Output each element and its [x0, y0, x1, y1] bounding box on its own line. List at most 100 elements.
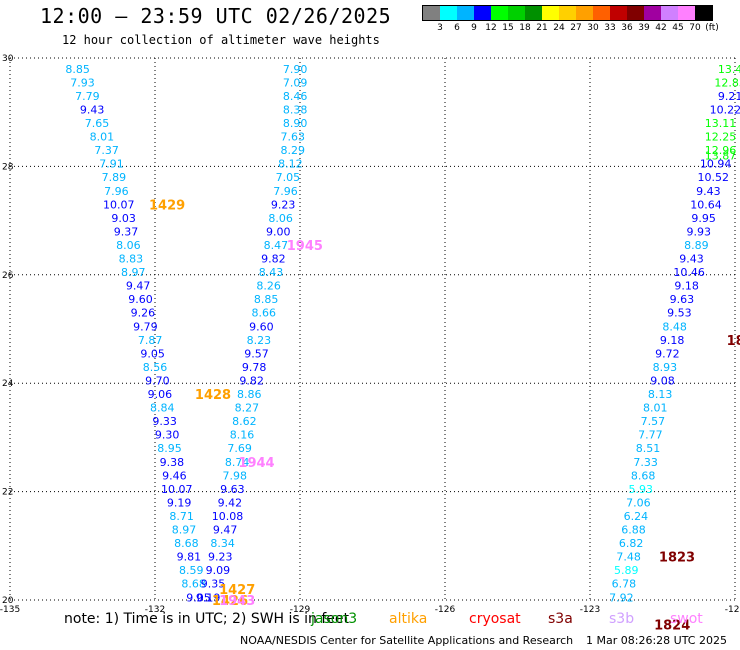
color-swatch: [678, 6, 695, 20]
swh-value: 8.85: [65, 63, 90, 76]
swh-value: 7.96: [273, 185, 298, 198]
swh-value: 9.26: [131, 307, 156, 320]
legend-item-cryosat: cryosat: [469, 611, 521, 627]
swh-value: 9.79: [133, 320, 158, 333]
swh-value: 7.93: [70, 76, 95, 89]
swh-value: 8.23: [247, 334, 272, 347]
color-scale-label: 42: [655, 23, 667, 33]
color-swatch: [423, 6, 440, 20]
color-scale-label: 15: [502, 23, 514, 33]
color-swatch: [508, 6, 525, 20]
swh-value: 7.05: [276, 171, 301, 184]
swh-value: 8.71: [169, 510, 194, 523]
x-tick-label: -132: [145, 605, 165, 615]
generation-timestamp: 1 Mar 08:26:28 UTC 2025: [586, 634, 727, 647]
swh-value: 7.37: [94, 144, 119, 157]
swh-value: 9.05: [186, 591, 211, 604]
swh-value: 12.83: [714, 76, 740, 89]
swh-value: 9.43: [80, 103, 105, 116]
swh-value: 8.85: [254, 293, 279, 306]
color-swatch: [491, 6, 508, 20]
footer-note: note: 1) Time is in UTC; 2) SWH is in fe…: [64, 611, 350, 627]
swh-value: 7.90: [283, 63, 308, 76]
swh-value: 9.19: [167, 496, 192, 509]
credit-line: NOAA/NESDIS Center for Satellite Applica…: [240, 634, 574, 647]
swh-value: 5.93: [629, 483, 654, 496]
swh-value: 9.57: [244, 347, 269, 360]
x-tick-label: -135: [0, 605, 20, 615]
color-swatch: [559, 6, 576, 20]
swh-value: 9.23: [271, 198, 296, 211]
swh-value: 8.62: [232, 415, 257, 428]
swh-value: 8.51: [636, 442, 661, 455]
color-swatch: [661, 6, 678, 20]
swh-value: 7.06: [626, 496, 651, 509]
swh-value: 8.01: [643, 402, 668, 415]
swh-value: 10.94: [700, 158, 732, 171]
swh-value: 8.47: [264, 239, 289, 252]
legend-item-jason3: jason3: [311, 611, 358, 627]
swh-value: 8.83: [119, 253, 144, 266]
chart-subtitle: 12 hour collection of altimeter wave hei…: [62, 33, 380, 47]
swh-value: 7.87: [138, 334, 163, 347]
swh-value: 9.19: [196, 591, 221, 604]
color-scale-label: 30: [587, 23, 599, 33]
y-tick-label: 28: [2, 162, 14, 172]
swh-value: 8.68: [631, 469, 656, 482]
swh-value: 8.84: [150, 402, 175, 415]
swh-value: 8.13: [648, 388, 673, 401]
swh-value: 9.00: [266, 225, 291, 238]
swh-value: 9.95: [691, 212, 716, 225]
swh-value: 8.97: [172, 524, 197, 537]
swh-value: 8.59: [179, 564, 204, 577]
swh-value: 8.01: [90, 131, 115, 144]
swh-value: 9.42: [218, 496, 243, 509]
swh-value: 7.91: [99, 158, 124, 171]
color-swatch: [695, 6, 712, 20]
pass-label: 1427: [219, 583, 255, 598]
color-swatch: [440, 6, 457, 20]
swh-value: 9.06: [148, 388, 173, 401]
swh-value: 9.82: [239, 374, 264, 387]
swh-value: 8.06: [268, 212, 293, 225]
swh-value: 7.98: [223, 469, 248, 482]
swh-value: 8.29: [281, 144, 306, 157]
color-swatch: [457, 6, 474, 20]
swh-value: 8.12: [278, 158, 303, 171]
swh-value: 9.18: [660, 334, 685, 347]
swh-value: 8.95: [157, 442, 182, 455]
swh-value: 7.96: [104, 185, 129, 198]
color-scale-labels: 3 6 9 12 15 18 21 24 27 30 33 36 39 42 45 70 (ft): [422, 21, 719, 35]
swh-value: 9.18: [674, 280, 699, 293]
pass-label: 1945: [287, 239, 323, 254]
swh-value: 9.72: [655, 347, 680, 360]
pass-label: 1429: [149, 198, 185, 213]
swh-value: 10.07: [103, 198, 135, 211]
color-scale-label: 39: [638, 23, 650, 33]
swh-value: 8.46: [283, 90, 308, 103]
swh-value: 7.57: [641, 415, 666, 428]
swh-value: 7.77: [638, 429, 663, 442]
color-scale-label: 33: [604, 23, 616, 33]
legend-item-swot: swot: [670, 611, 703, 627]
swh-value: 7.48: [616, 551, 641, 564]
swh-value: 9.21: [718, 90, 740, 103]
color-scale-label: 9: [471, 23, 477, 33]
swh-value: 9.82: [261, 253, 286, 266]
swh-value: 8.27: [235, 402, 260, 415]
x-tick-label: -126: [435, 605, 456, 615]
pass-label: 1428: [195, 388, 231, 403]
swh-value: 8.90: [283, 117, 308, 130]
swh-value: 9.78: [242, 361, 267, 374]
swh-value: 9.63: [670, 293, 695, 306]
swh-value: 10.22: [710, 103, 740, 116]
pass-label: 1823: [659, 551, 695, 566]
swh-value: 9.47: [126, 280, 151, 293]
swh-value: 13.11: [705, 117, 737, 130]
color-scale-label: 3: [437, 23, 443, 33]
swh-value: 9.70: [145, 374, 170, 387]
swh-value: 12.96: [705, 144, 737, 157]
swh-value: 9.33: [152, 415, 177, 428]
swh-value: 8.89: [684, 239, 709, 252]
color-scale-swatches: [422, 5, 713, 21]
